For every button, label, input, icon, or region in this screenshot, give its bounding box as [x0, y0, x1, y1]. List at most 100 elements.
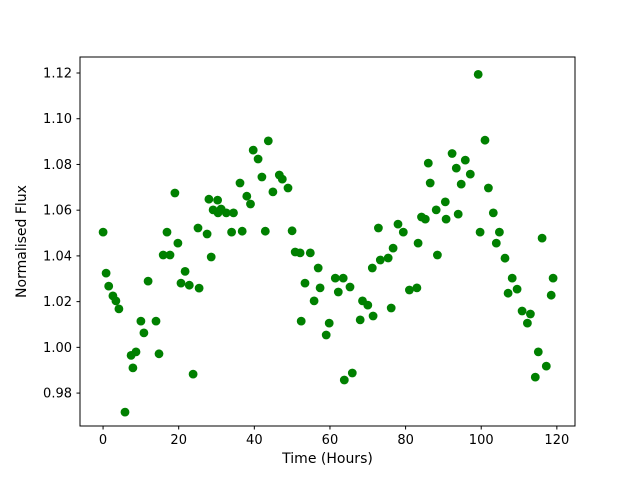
- data-point: [206, 252, 216, 262]
- y-tick-label: 1.00: [43, 341, 72, 356]
- data-point: [507, 273, 517, 283]
- data-point: [151, 316, 161, 326]
- data-point: [440, 197, 450, 207]
- data-point: [388, 243, 398, 253]
- data-point: [523, 318, 532, 328]
- y-tick-label: 1.04: [43, 249, 72, 264]
- data-point: [154, 349, 164, 359]
- plot-frame: [79, 56, 576, 427]
- data-point: [375, 255, 385, 265]
- data-point: [296, 316, 306, 326]
- data-point: [441, 214, 451, 224]
- data-point: [368, 311, 378, 321]
- data-point: [405, 285, 414, 295]
- data-point: [420, 214, 430, 224]
- data-point: [114, 304, 124, 314]
- data-point: [321, 330, 331, 340]
- data-point: [447, 149, 457, 158]
- data-point: [287, 226, 297, 236]
- data-point: [488, 208, 498, 218]
- data-point: [162, 227, 172, 237]
- x-tick-label: 0: [99, 433, 107, 448]
- data-point: [300, 278, 310, 288]
- data-point: [412, 283, 422, 293]
- data-point: [173, 238, 183, 248]
- data-point: [313, 263, 323, 273]
- data-point: [165, 250, 175, 260]
- data-point: [257, 172, 267, 182]
- y-tick-label: 1.10: [43, 112, 72, 127]
- data-point: [202, 229, 212, 239]
- data-point: [260, 226, 270, 236]
- data-point: [413, 238, 423, 248]
- data-point: [480, 135, 490, 145]
- data-point: [139, 328, 149, 338]
- data-point: [475, 227, 485, 237]
- data-point: [374, 223, 383, 233]
- y-tick-label: 1.12: [43, 67, 72, 82]
- data-point: [548, 273, 558, 283]
- data-point: [221, 208, 231, 218]
- data-point: [398, 227, 408, 237]
- data-point: [367, 263, 377, 273]
- x-axis-label: Time (Hours): [281, 451, 373, 467]
- data-point: [246, 199, 255, 209]
- data-point: [339, 375, 349, 385]
- data-point: [104, 281, 114, 291]
- data-point: [158, 250, 168, 260]
- data-point: [277, 174, 287, 184]
- data-point: [305, 248, 315, 258]
- data-point: [98, 227, 108, 237]
- data-point: [530, 372, 540, 382]
- data-point: [456, 179, 466, 189]
- x-tick-label: 100: [469, 433, 494, 448]
- data-point: [248, 145, 258, 155]
- data-point: [101, 268, 111, 278]
- data-point: [423, 158, 433, 168]
- data-point: [491, 238, 501, 248]
- data-point: [451, 163, 461, 173]
- data-point: [546, 290, 556, 300]
- y-tick-label: 1.08: [43, 158, 72, 173]
- data-point: [484, 183, 493, 193]
- data-point: [188, 369, 198, 379]
- data-point: [242, 191, 252, 201]
- x-tick-label: 20: [170, 433, 187, 448]
- data-point: [503, 288, 513, 298]
- x-tick-label: 60: [322, 433, 339, 448]
- data-point: [193, 223, 203, 233]
- data-point: [213, 195, 223, 205]
- data-point: [512, 284, 522, 294]
- x-tick-label: 80: [397, 433, 414, 448]
- data-point: [170, 188, 180, 198]
- data-point: [431, 205, 441, 215]
- data-point: [363, 300, 373, 310]
- data-point: [495, 227, 504, 237]
- data-point: [393, 219, 403, 229]
- data-point: [283, 183, 293, 193]
- data-point: [143, 276, 153, 286]
- data-point: [237, 226, 247, 236]
- data-point: [526, 309, 535, 319]
- data-point: [330, 273, 340, 283]
- data-point: [324, 318, 334, 328]
- data-point: [176, 278, 186, 288]
- data-point: [235, 178, 245, 188]
- data-point: [263, 136, 273, 146]
- data-point: [180, 267, 190, 276]
- data-point: [136, 316, 146, 326]
- data-point: [131, 347, 141, 357]
- data-point: [386, 303, 396, 313]
- data-point: [227, 227, 237, 237]
- data-point: [184, 280, 194, 290]
- data-point: [338, 273, 348, 283]
- y-axis-label: Normalised Flux: [14, 185, 30, 298]
- data-point: [253, 154, 263, 164]
- data-point: [517, 306, 527, 316]
- data-point: [533, 347, 543, 357]
- data-point: [500, 253, 510, 263]
- y-tick-label: 1.06: [43, 204, 72, 219]
- data-point: [268, 187, 278, 197]
- data-point: [433, 250, 442, 260]
